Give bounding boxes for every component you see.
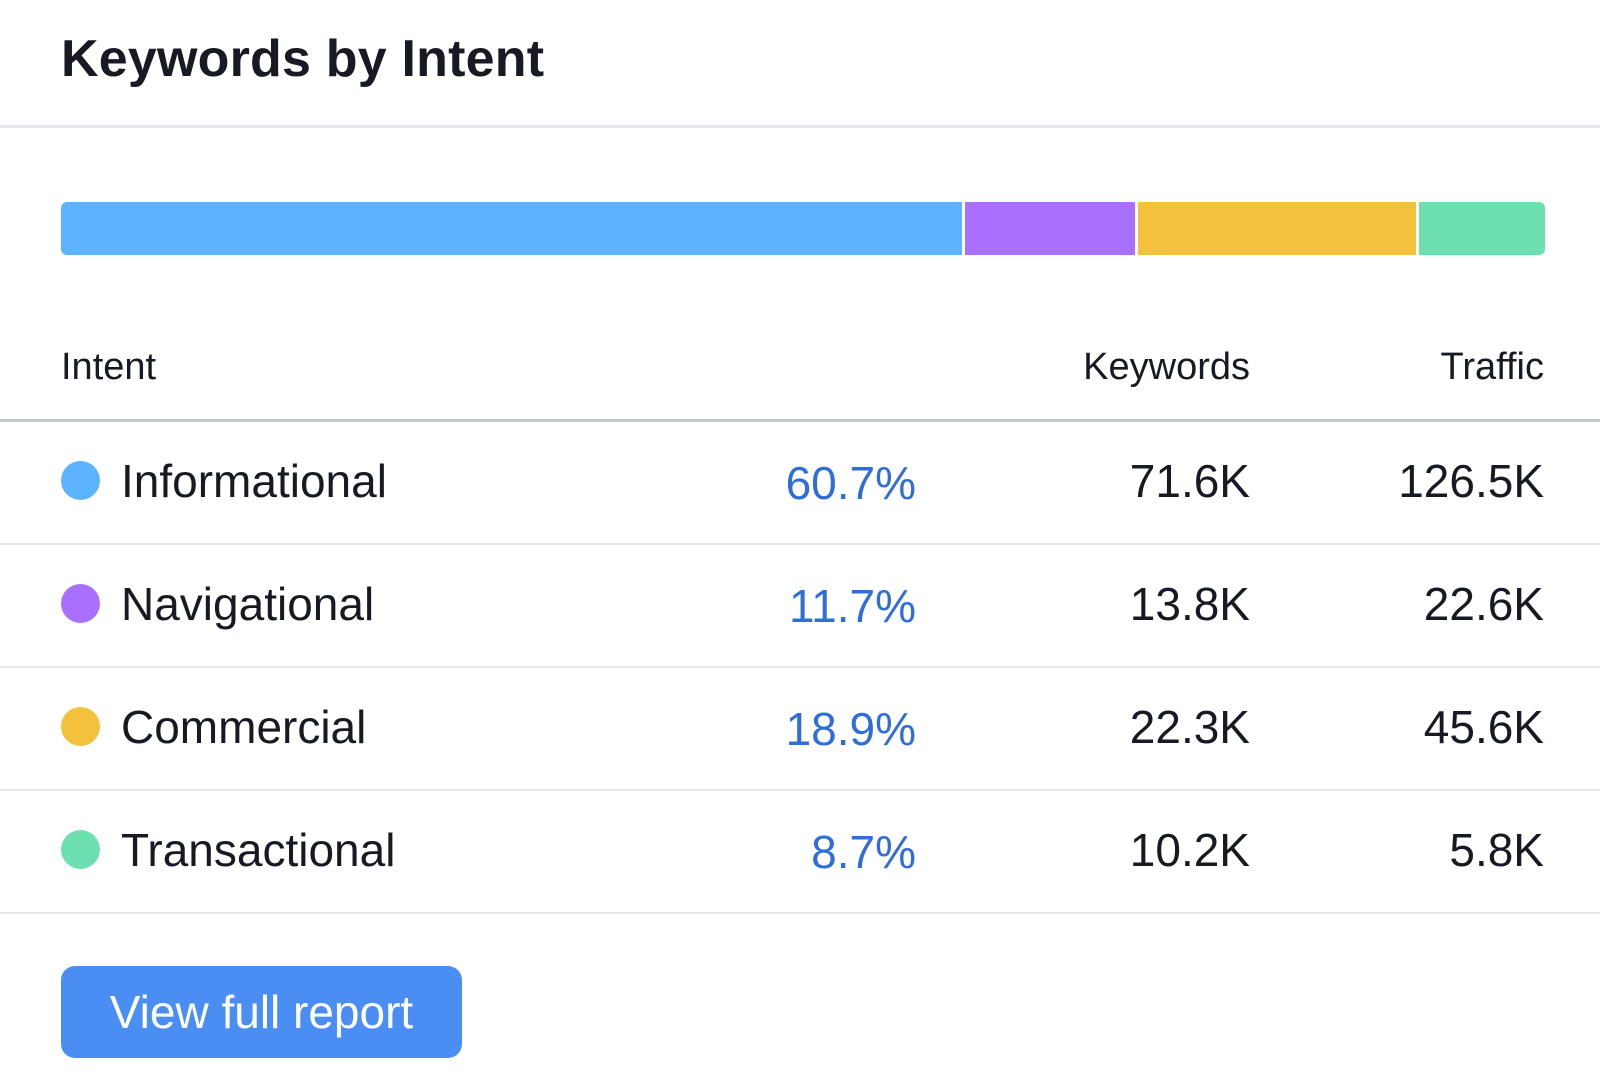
navigational-color-dot bbox=[61, 584, 100, 623]
traffic-value: 45.6K bbox=[1423, 701, 1544, 753]
intent-bar-segment-navigational[interactable] bbox=[961, 202, 1136, 255]
intent-name: Navigational bbox=[121, 578, 375, 630]
intent-bar-segment-commercial[interactable] bbox=[1135, 202, 1416, 255]
table-row-commercial: Commercial 18.9% 22.3K 45.6K bbox=[0, 668, 1600, 791]
keywords-value: 22.3K bbox=[1129, 701, 1250, 753]
table-header: Intent Keywords Traffic bbox=[0, 330, 1600, 422]
widget-title: Keywords by Intent bbox=[61, 30, 545, 88]
intent-bar-segment-informational[interactable] bbox=[61, 202, 962, 255]
keywords-value: 10.2K bbox=[1129, 824, 1250, 876]
intent-percent-link[interactable]: 18.9% bbox=[785, 703, 916, 755]
keywords-value: 71.6K bbox=[1129, 455, 1250, 507]
column-header-intent: Intent bbox=[61, 346, 157, 388]
keywords-value: 13.8K bbox=[1129, 578, 1250, 630]
intent-bar-segment-transactional[interactable] bbox=[1415, 202, 1545, 255]
intent-table-body: Informational 60.7% 71.6K 126.5K Navigat… bbox=[0, 422, 1600, 914]
table-header-divider bbox=[0, 419, 1600, 422]
table-row-navigational: Navigational 11.7% 13.8K 22.6K bbox=[0, 545, 1600, 668]
intent-name: Transactional bbox=[121, 824, 396, 876]
column-header-traffic[interactable]: Traffic bbox=[1440, 346, 1544, 388]
view-full-report-button[interactable]: View full report bbox=[61, 966, 462, 1058]
intent-percent-link[interactable]: 11.7% bbox=[788, 580, 916, 632]
header-divider bbox=[0, 125, 1600, 128]
intent-percent-link[interactable]: 60.7% bbox=[785, 457, 916, 509]
table-row-informational: Informational 60.7% 71.6K 126.5K bbox=[0, 422, 1600, 545]
traffic-value: 5.8K bbox=[1449, 824, 1544, 876]
intent-distribution-bar bbox=[61, 202, 1545, 255]
table-row-transactional: Transactional 8.7% 10.2K 5.8K bbox=[0, 791, 1600, 914]
transactional-color-dot bbox=[61, 830, 100, 869]
intent-percent-link[interactable]: 8.7% bbox=[811, 826, 916, 878]
informational-color-dot bbox=[61, 461, 100, 500]
traffic-value: 22.6K bbox=[1423, 578, 1544, 630]
intent-name: Informational bbox=[121, 455, 387, 507]
column-header-keywords[interactable]: Keywords bbox=[1083, 346, 1250, 388]
traffic-value: 126.5K bbox=[1398, 455, 1544, 507]
intent-name: Commercial bbox=[121, 701, 367, 753]
commercial-color-dot bbox=[61, 707, 100, 746]
